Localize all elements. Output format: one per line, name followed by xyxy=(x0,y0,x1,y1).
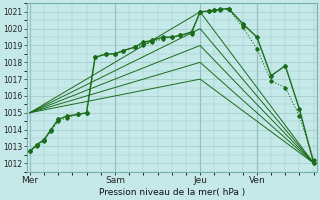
X-axis label: Pression niveau de la mer( hPa ): Pression niveau de la mer( hPa ) xyxy=(99,188,245,197)
